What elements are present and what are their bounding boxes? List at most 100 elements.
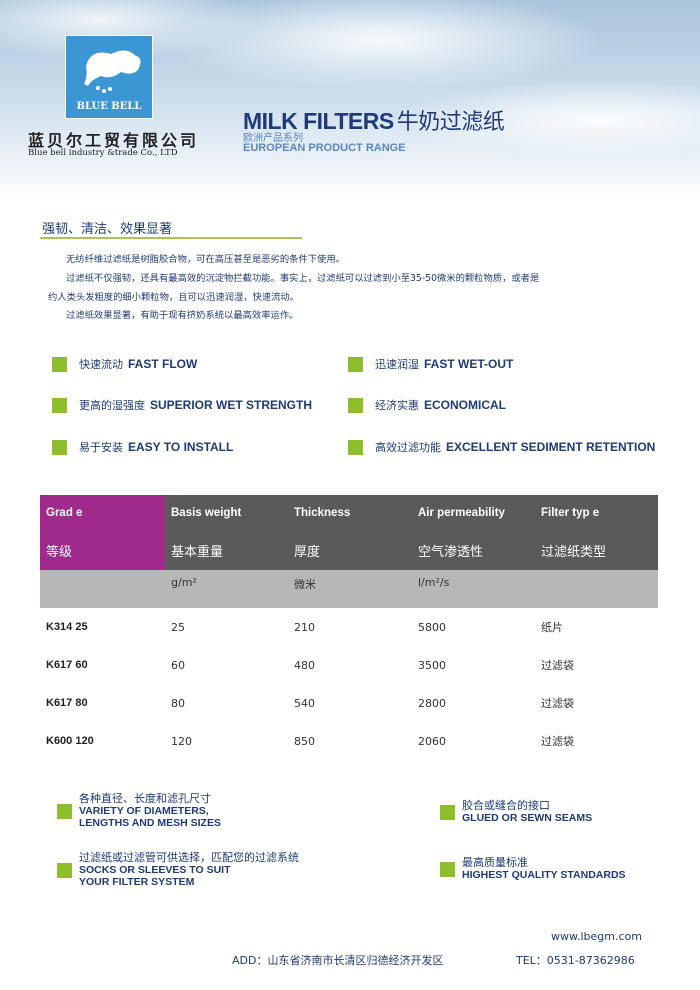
col-header: Thickness	[288, 495, 412, 531]
bottom-feature: 各种直径、长度和滤孔尺寸 VARIETY OF DIAMETERS, LENGTHS…	[57, 793, 221, 829]
feature-en: GLUED OR SEWN SEAMS	[462, 812, 593, 824]
title-cn: 牛奶过滤纸	[396, 109, 505, 134]
col-header-cn: 基本重量	[165, 531, 288, 570]
feature-cn: 更高的湿强度	[79, 399, 145, 412]
cell: 2060	[418, 734, 446, 748]
title-en: MILK FILTERS	[243, 108, 394, 134]
feature-cn: 最高质量标准	[462, 856, 528, 869]
feature-en: EXCELLENT SEDIMENT RETENTION	[446, 440, 656, 454]
cell: 3500	[418, 658, 446, 672]
subtitle-cn: 欧洲产品系列	[243, 133, 303, 144]
green-square-icon	[348, 439, 363, 455]
paragraph: 过滤纸效果显著，有助于现有挤奶系统以最高效率运作。	[66, 310, 299, 321]
paragraph: 过滤纸不仅强韧，还具有最高效的沉淀物拦截功能。事实上，过滤纸可以过滤到小至35-…	[66, 273, 540, 284]
col-header-cn: 过滤纸类型	[535, 531, 658, 570]
bottom-feature: 最高质量标准 HIGHEST QUALITY STANDARDS	[440, 857, 626, 881]
page-title: MILK FILTERS 牛奶过滤纸	[243, 104, 505, 136]
cell: 5800	[418, 620, 446, 634]
col-header: Air permeability	[412, 495, 535, 531]
col-header: Basis weight	[165, 495, 288, 531]
cell: 25	[171, 620, 185, 634]
bottom-feature: 过滤纸或过滤管可供选择，匹配您的过滤系统 SOCKS OR SLEEVES TO …	[57, 852, 299, 888]
unit-cell: 微米	[288, 570, 412, 608]
feature-en: SOCKS OR SLEEVES TO SUIT	[79, 864, 231, 876]
spec-table: Grad e Basis weight Thickness Air permea…	[40, 495, 658, 760]
logo-text: BLUE BELL	[76, 101, 142, 112]
logo: BLUE BELL	[65, 35, 153, 119]
table-row: K314 25 25 210 5800 纸片	[40, 608, 658, 646]
table-row: K600 120 120 850 2060 过滤袋	[40, 722, 658, 760]
feature-item: 易于安装 EASY TO INSTALL	[52, 439, 233, 455]
feature-en: FAST WET-OUT	[424, 357, 514, 371]
green-square-icon	[52, 397, 67, 413]
subtitle-en: EUROPEAN PRODUCT RANGE	[243, 142, 406, 154]
cell: K600 120	[46, 735, 94, 747]
bottom-feature: 胶合或缝合的接口 GLUED OR SEWN SEAMS	[440, 800, 592, 824]
unit-cell: l/m²/s	[412, 570, 535, 608]
col-header: Grad e	[40, 495, 165, 531]
cell: K617 60	[46, 659, 88, 671]
col-header-cn: 空气渗透性	[412, 531, 535, 570]
green-square-icon	[52, 356, 67, 372]
feature-item: 迅速润湿 FAST WET-OUT	[348, 356, 513, 372]
company-name-cn: 蓝贝尔工贸有限公司	[28, 131, 200, 150]
telephone: TEL：0531-87362986	[516, 954, 635, 967]
cell: 540	[294, 696, 315, 710]
feature-en: SUPERIOR WET STRENGTH	[150, 398, 313, 412]
feature-en: HIGHEST QUALITY STANDARDS	[462, 869, 626, 881]
col-header-cn: 等级	[40, 531, 165, 570]
table-row: K617 60 60 480 3500 过滤袋	[40, 646, 658, 684]
feature-en: LENGTHS AND MESH SIZES	[79, 817, 221, 829]
green-square-icon	[52, 439, 67, 455]
header-row-cn: 等级 基本重量 厚度 空气渗透性 过滤纸类型	[40, 531, 658, 570]
feature-item: 快速流动 FAST FLOW	[52, 356, 197, 372]
company-name-en: Blue bell industry &trade Co., LTD	[28, 148, 178, 158]
green-square-icon	[440, 804, 455, 820]
paragraph: 无纺纤维过滤纸是树脂胶合物，可在高压甚至是恶劣的条件下使用。	[66, 254, 345, 265]
cell: 80	[171, 696, 185, 710]
cell: 60	[171, 658, 185, 672]
cell: 过滤袋	[541, 697, 574, 710]
feature-item: 更高的湿强度 SUPERIOR WET STRENGTH	[52, 397, 312, 413]
unit-cell: g/m²	[165, 570, 288, 608]
feature-cn: 高效过滤功能	[375, 441, 441, 454]
cell: 2800	[418, 696, 446, 710]
feature-cn: 快速流动	[79, 358, 123, 371]
header-row-en: Grad e Basis weight Thickness Air permea…	[40, 495, 658, 531]
cow-icon	[84, 50, 141, 93]
feature-cn: 经济实惠	[375, 399, 419, 412]
cell: 过滤袋	[541, 735, 574, 748]
green-square-icon	[348, 356, 363, 372]
heading-underline	[40, 237, 302, 239]
col-header: Filter typ e	[535, 495, 658, 531]
cell: 850	[294, 734, 315, 748]
feature-cn: 易于安装	[79, 441, 123, 454]
green-square-icon	[57, 803, 72, 819]
feature-en: YOUR FILTER SYSTEM	[79, 876, 195, 888]
feature-item: 经济实惠 ECONOMICAL	[348, 397, 506, 413]
feature-en: VARIETY OF DIAMETERS,	[79, 805, 209, 817]
feature-cn: 胶合或缝合的接口	[462, 799, 550, 812]
cell: 480	[294, 658, 315, 672]
feature-en: ECONOMICAL	[424, 398, 506, 412]
feature-en: EASY TO INSTALL	[128, 440, 234, 454]
cell: 210	[294, 620, 315, 634]
feature-cn: 过滤纸或过滤管可供选择，匹配您的过滤系统	[79, 851, 299, 864]
cell: 120	[171, 734, 192, 748]
cell: K314 25	[46, 621, 88, 633]
website-link[interactable]: www.lbegm.com	[551, 930, 642, 943]
unit-cell	[40, 570, 165, 608]
feature-en: FAST FLOW	[128, 357, 198, 371]
cell: 过滤袋	[541, 659, 574, 672]
feature-cn: 各种直径、长度和滤孔尺寸	[79, 792, 211, 805]
unit-cell	[535, 570, 658, 608]
cell: 纸片	[541, 621, 563, 634]
section-heading: 强韧、清洁、效果显著	[42, 222, 173, 237]
paragraph: 约人类头发粗度的细小颗粒物，且可以迅速润湿，快速流动。	[48, 292, 300, 303]
green-square-icon	[440, 861, 455, 877]
green-square-icon	[348, 397, 363, 413]
col-header-cn: 厚度	[288, 531, 412, 570]
address: ADD：山东省济南市长清区归德经济开发区	[232, 954, 444, 967]
feature-item: 高效过滤功能 EXCELLENT SEDIMENT RETENTION	[348, 439, 655, 455]
units-row: g/m² 微米 l/m²/s	[40, 570, 658, 608]
